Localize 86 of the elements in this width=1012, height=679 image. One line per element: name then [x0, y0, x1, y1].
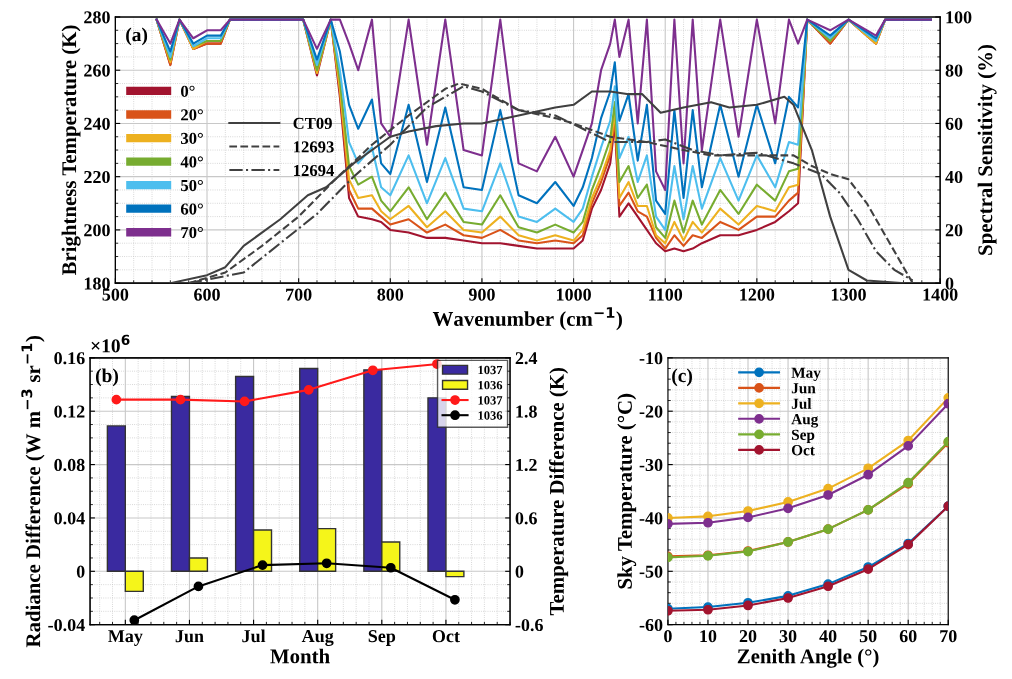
y-tick-label: 0.08 — [54, 458, 85, 472]
annotation: (b) — [95, 368, 119, 387]
y2-tick-label: 60 — [945, 117, 963, 130]
y2-tick-label: 1.8 — [516, 405, 537, 418]
y-tick-label: 240 — [84, 117, 110, 130]
legend-label: CT09 — [293, 117, 332, 129]
x-tick-label: 50 — [859, 630, 877, 643]
x-tick-label: 1100 — [649, 288, 683, 301]
legend-label: 12694 — [294, 164, 335, 177]
x-tick-label: Jul — [242, 629, 266, 643]
y-tick-label: 280 — [84, 11, 110, 24]
legend-label: Jul — [791, 398, 812, 409]
x-tick-label: 20 — [739, 630, 757, 643]
x-tick-label: Oct — [432, 630, 460, 643]
y-tick-label: -40 — [639, 512, 663, 525]
legend-label: Oct — [791, 445, 815, 456]
y-tick-label: 260 — [84, 64, 110, 77]
legend-label: Sep — [791, 429, 815, 444]
legend-label: 70° — [181, 226, 203, 239]
y-tick-label: 220 — [84, 170, 110, 184]
legend-label: 20° — [181, 109, 203, 121]
y2-tick-label: 80 — [945, 64, 963, 77]
y-axis-title: Brightness Temperature (K) — [61, 25, 81, 276]
x-tick-label: 800 — [377, 288, 404, 301]
text: ×10$^{6}$ — [91, 334, 130, 353]
y-tick-label: 180 — [84, 277, 110, 290]
x-tick-label: 900 — [468, 288, 495, 301]
x-tick-label: 700 — [286, 288, 312, 301]
legend-label: 1037 — [478, 396, 503, 405]
x-tick-label: 1000 — [556, 288, 591, 301]
y2-tick-label: 0 — [945, 277, 954, 290]
x-tick-label: 0 — [664, 630, 672, 643]
x-tick-label: 1400 — [923, 288, 958, 301]
y-axis-title: Sky Temperature (°C) — [617, 393, 637, 589]
x-tick-label: 1300 — [831, 288, 866, 301]
legend-label: 30° — [181, 132, 203, 145]
legend-label: 1037 — [478, 365, 503, 375]
legend-label: 1036 — [478, 380, 503, 390]
y2-tick-label: 40 — [945, 170, 963, 184]
legend-label: Jun — [791, 383, 816, 394]
y-tick-label: 0 — [76, 565, 85, 578]
y-tick-label: -20 — [639, 405, 663, 418]
x-tick-label: 70 — [940, 630, 957, 643]
x-tick-label: 1200 — [740, 288, 775, 301]
legend-label: 40° — [180, 156, 203, 168]
x-tick-label: May — [108, 630, 143, 646]
y-axis-title: Radiance Difference (W m$^{−3}$ sr$^{−1}$) — [21, 336, 45, 648]
x-tick-label: 40 — [819, 630, 837, 643]
x-tick-label: 10 — [700, 630, 717, 643]
annotation: (c) — [672, 368, 693, 387]
x-tick-label: 500 — [102, 288, 129, 301]
legend-label: May — [791, 367, 821, 381]
x-tick-label: 60 — [899, 630, 917, 643]
y2-tick-label: 0 — [515, 565, 524, 578]
x-axis-title: Month — [270, 648, 330, 664]
y-tick-label: 0.12 — [54, 405, 85, 418]
x-tick-label: Aug — [301, 630, 334, 646]
y2-tick-label: 100 — [946, 11, 972, 24]
y-tick-label: -50 — [639, 565, 663, 578]
annotation: (a) — [126, 27, 148, 46]
y-tick-label: 0.04 — [54, 512, 85, 525]
y-tick-label: 200 — [84, 224, 110, 237]
y2-tick-label: 0.6 — [515, 512, 537, 525]
y2-tick-label: -0.6 — [515, 618, 543, 632]
y-tick-label: -0.04 — [48, 618, 85, 632]
legend-label: 12693 — [294, 141, 334, 153]
y2-tick-label: 2.4 — [515, 352, 538, 365]
x-axis-title: Zenith Angle (°) — [737, 648, 879, 668]
legend-label: Aug — [791, 414, 819, 428]
y2-axis-title: Spectral Sensitivity (%) — [977, 45, 997, 255]
x-axis-title: Wavenumber (cm$^{−1}$) — [432, 307, 622, 331]
legend-label: 0° — [181, 85, 195, 97]
x-tick-label: 600 — [194, 288, 220, 301]
y2-axis-title: Temperature Difference (K) — [549, 367, 569, 616]
legend-label: 1036 — [478, 411, 503, 420]
legend-label: 50° — [181, 179, 203, 192]
x-tick-label: Jun — [175, 630, 204, 643]
y2-tick-label: 20 — [945, 224, 963, 237]
y2-tick-label: 1.2 — [516, 458, 537, 472]
x-tick-label: 30 — [779, 630, 797, 643]
y-tick-label: -60 — [639, 618, 663, 632]
y-tick-label: 0.16 — [54, 352, 85, 365]
x-tick-label: Sep — [368, 630, 396, 646]
y-tick-label: -10 — [639, 352, 663, 365]
legend-label: 60° — [180, 203, 203, 215]
y-tick-label: -30 — [639, 458, 663, 472]
